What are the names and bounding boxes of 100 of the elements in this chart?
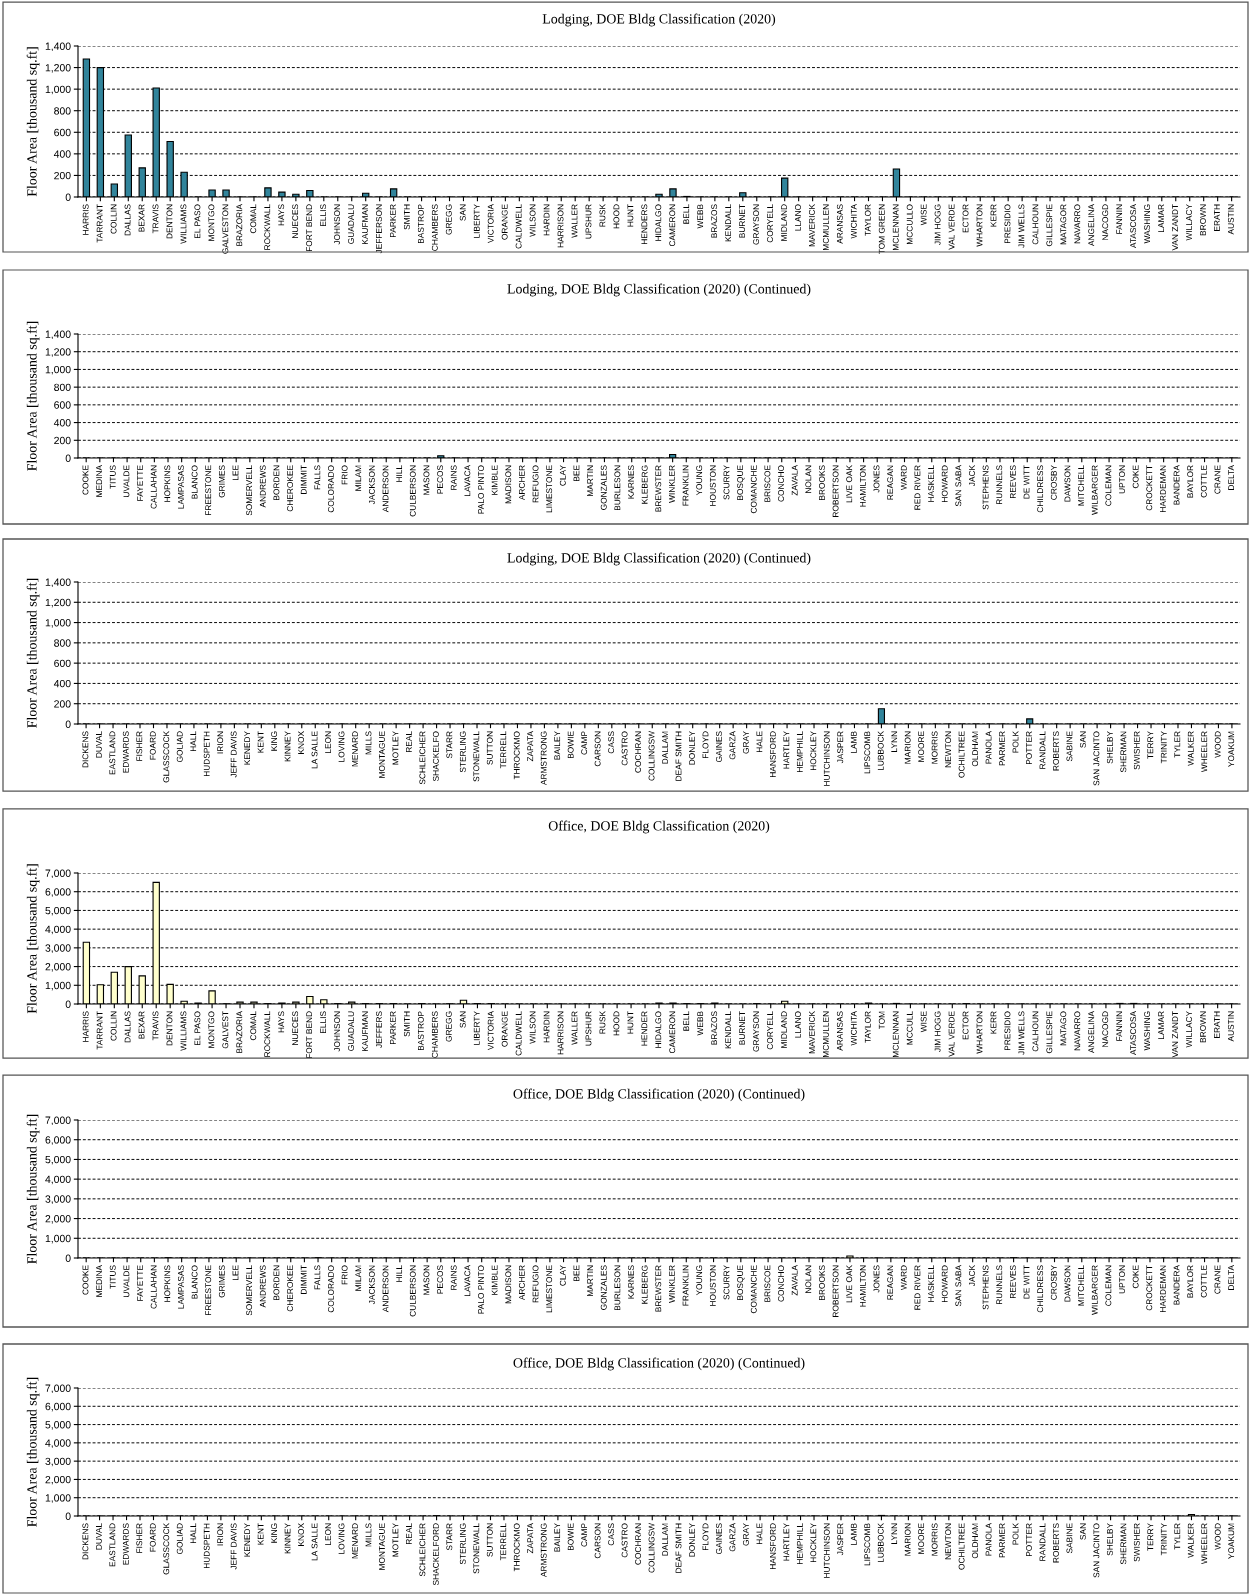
x-tick-label: BOWIE — [567, 1523, 574, 1551]
x-tick-label: CROCKETT — [1146, 465, 1153, 511]
y-tick-label: 800 — [54, 107, 71, 115]
x-tick-label: FREESTONE — [205, 465, 212, 516]
x-tick-label: WINKLER — [669, 1265, 675, 1303]
x-tick-label: DELTA — [1228, 464, 1234, 490]
x-tick-label: MCLENNAN — [892, 204, 899, 251]
x-tick-label: MCCULL — [906, 1011, 913, 1045]
x-tick-label: MCMULLEN — [822, 204, 829, 251]
x-tick-label: SCURRY — [723, 465, 730, 500]
x-tick-label: TRAVIS — [152, 204, 159, 234]
x-tick-label: GREGG — [445, 1011, 452, 1042]
x-tick-label: YOAKUM — [1228, 1523, 1235, 1559]
x-tick-label: BRAZOS — [711, 204, 718, 238]
x-tick-label: YOUNG — [696, 465, 703, 496]
x-tick-label: UPTON — [1119, 1265, 1125, 1294]
x-tick-label: FANNIN — [1116, 204, 1123, 234]
x-tick-label: ORANGE — [501, 204, 508, 240]
x-tick-label: CROSBY — [1050, 465, 1057, 500]
x-tick-label: UPSHUR — [585, 204, 592, 239]
chart-title: Lodging, DOE Bldg Classification (2020) — [542, 13, 776, 27]
x-tick-label: CHILDRESS — [1037, 465, 1044, 513]
x-tick-label: STERLING — [459, 1523, 466, 1565]
x-tick-label: CALDWELL — [515, 204, 522, 249]
x-tick-label: BAYLOR — [1187, 1265, 1194, 1298]
x-tick-label: BEXAR — [138, 204, 145, 232]
x-tick-label: MILAM — [355, 1265, 362, 1291]
x-tick-label: FORT BEND — [306, 204, 313, 252]
x-tick-label: STERLING — [459, 731, 466, 773]
x-tick-label: LAMAR — [1158, 1011, 1164, 1039]
x-tick-label: CAMERON — [669, 1011, 676, 1054]
x-tick-label: MOORE — [918, 731, 925, 762]
x-tick-label: LA SALLE — [311, 731, 318, 769]
x-tick-label: ANDREWS — [259, 465, 266, 508]
x-tick-label: SABINE — [1066, 731, 1073, 762]
x-tick-label: CHILDRESS — [1037, 1265, 1044, 1313]
x-tick-label: LEON — [325, 731, 331, 753]
x-tick-label: PARMER — [999, 731, 1005, 766]
x-tick-label: KIMBLE — [491, 465, 498, 495]
x-tick-label: GILLESPIE — [1046, 1011, 1053, 1054]
x-tick-label: FAYETTE — [137, 1265, 143, 1301]
x-tick-label: WEBB — [697, 1011, 704, 1036]
x-tick-label: NACOGD — [1102, 204, 1109, 240]
x-tick-label: FOARD — [149, 731, 156, 760]
x-tick-label: REFUGIO — [532, 1265, 539, 1303]
y-tick-label: 6,000 — [45, 888, 71, 897]
x-tick-label: WALKER — [1187, 731, 1194, 766]
x-tick-label: ANDREWS — [259, 1265, 266, 1308]
x-tick-label: RED RIVER — [914, 465, 921, 510]
x-tick-label: IRION — [217, 731, 224, 754]
x-tick-label: CONCHO — [778, 1265, 784, 1302]
x-tick-label: DONLEY — [689, 1523, 695, 1557]
x-tick-label: RED RIVER — [914, 1265, 921, 1310]
x-tick-label: LYNN — [891, 731, 898, 752]
x-tick-label: MASON — [423, 1265, 430, 1295]
x-tick-label: HARRISON — [557, 1011, 564, 1055]
x-tick-label: NUECES — [292, 1011, 299, 1045]
x-tick-label: GOLIAD — [176, 731, 183, 763]
x-tick-label: DICKENS — [82, 731, 89, 768]
x-tick-label: KERR — [990, 204, 997, 227]
x-tick-label: MATAGOR — [1060, 204, 1067, 245]
x-tick-label: HANSFORD — [769, 1523, 776, 1570]
x-tick-label: THROCKMO — [513, 1523, 520, 1572]
x-tick-label: BRISCOE — [764, 465, 771, 502]
x-tick-label: BURLESON — [614, 465, 621, 511]
x-tick-label: JOHNSON — [334, 1011, 341, 1052]
x-tick-label: WILBARGER — [1091, 465, 1098, 515]
x-tick-label: HUTCHINSON — [823, 731, 830, 786]
y-tick-label: 4,000 — [45, 1175, 71, 1185]
x-tick-label: LLANO — [795, 204, 801, 231]
x-tick-label: ANGELINA — [1088, 203, 1095, 247]
x-tick-label: KINNEY — [284, 731, 291, 762]
x-tick-label: LIBERTY — [473, 1011, 480, 1045]
x-tick-label: HUTCHINSON — [823, 1523, 830, 1578]
x-tick-label: SOMERVELL — [246, 1265, 253, 1316]
x-tick-label: GARZA — [729, 730, 736, 760]
x-tick-label: CALHOUN — [1032, 1011, 1039, 1052]
x-tick-label: TOM GREEN — [878, 204, 885, 255]
x-tick-label: SMITH — [403, 1011, 410, 1037]
x-tick-label: IRION — [217, 1523, 224, 1546]
x-tick-label: KENEDY — [244, 731, 251, 765]
x-tick-label: WISE — [920, 204, 927, 226]
x-tick-label: COOKE — [82, 1265, 89, 1295]
x-tick-label: HUDSPETH — [203, 1523, 210, 1569]
x-tick-label: MILLS — [365, 731, 372, 755]
x-tick-label: GILLESPIE — [1046, 204, 1053, 247]
x-tick-label: WILLIAMS — [180, 204, 187, 244]
x-tick-label: LIMESTONE — [546, 465, 553, 513]
x-tick-label: HOCKLEY — [810, 731, 817, 771]
x-tick-label: ECTOR — [962, 1011, 969, 1040]
x-tick-label: CORYELL — [767, 204, 773, 243]
x-tick-label: OLDHAM — [972, 731, 979, 767]
x-tick-label: KING — [271, 1523, 278, 1543]
x-tick-label: HOWARD — [941, 1265, 948, 1302]
x-tick-label: HUNT — [627, 204, 634, 227]
x-tick-label: HAMILTON — [859, 465, 866, 507]
x-tick-label: TRINITY — [1160, 1523, 1167, 1556]
x-tick-label: DEAF SMITH — [675, 731, 682, 781]
x-tick-label: HASKELL — [928, 1265, 935, 1302]
y-tick-label: 3,000 — [45, 1195, 71, 1204]
